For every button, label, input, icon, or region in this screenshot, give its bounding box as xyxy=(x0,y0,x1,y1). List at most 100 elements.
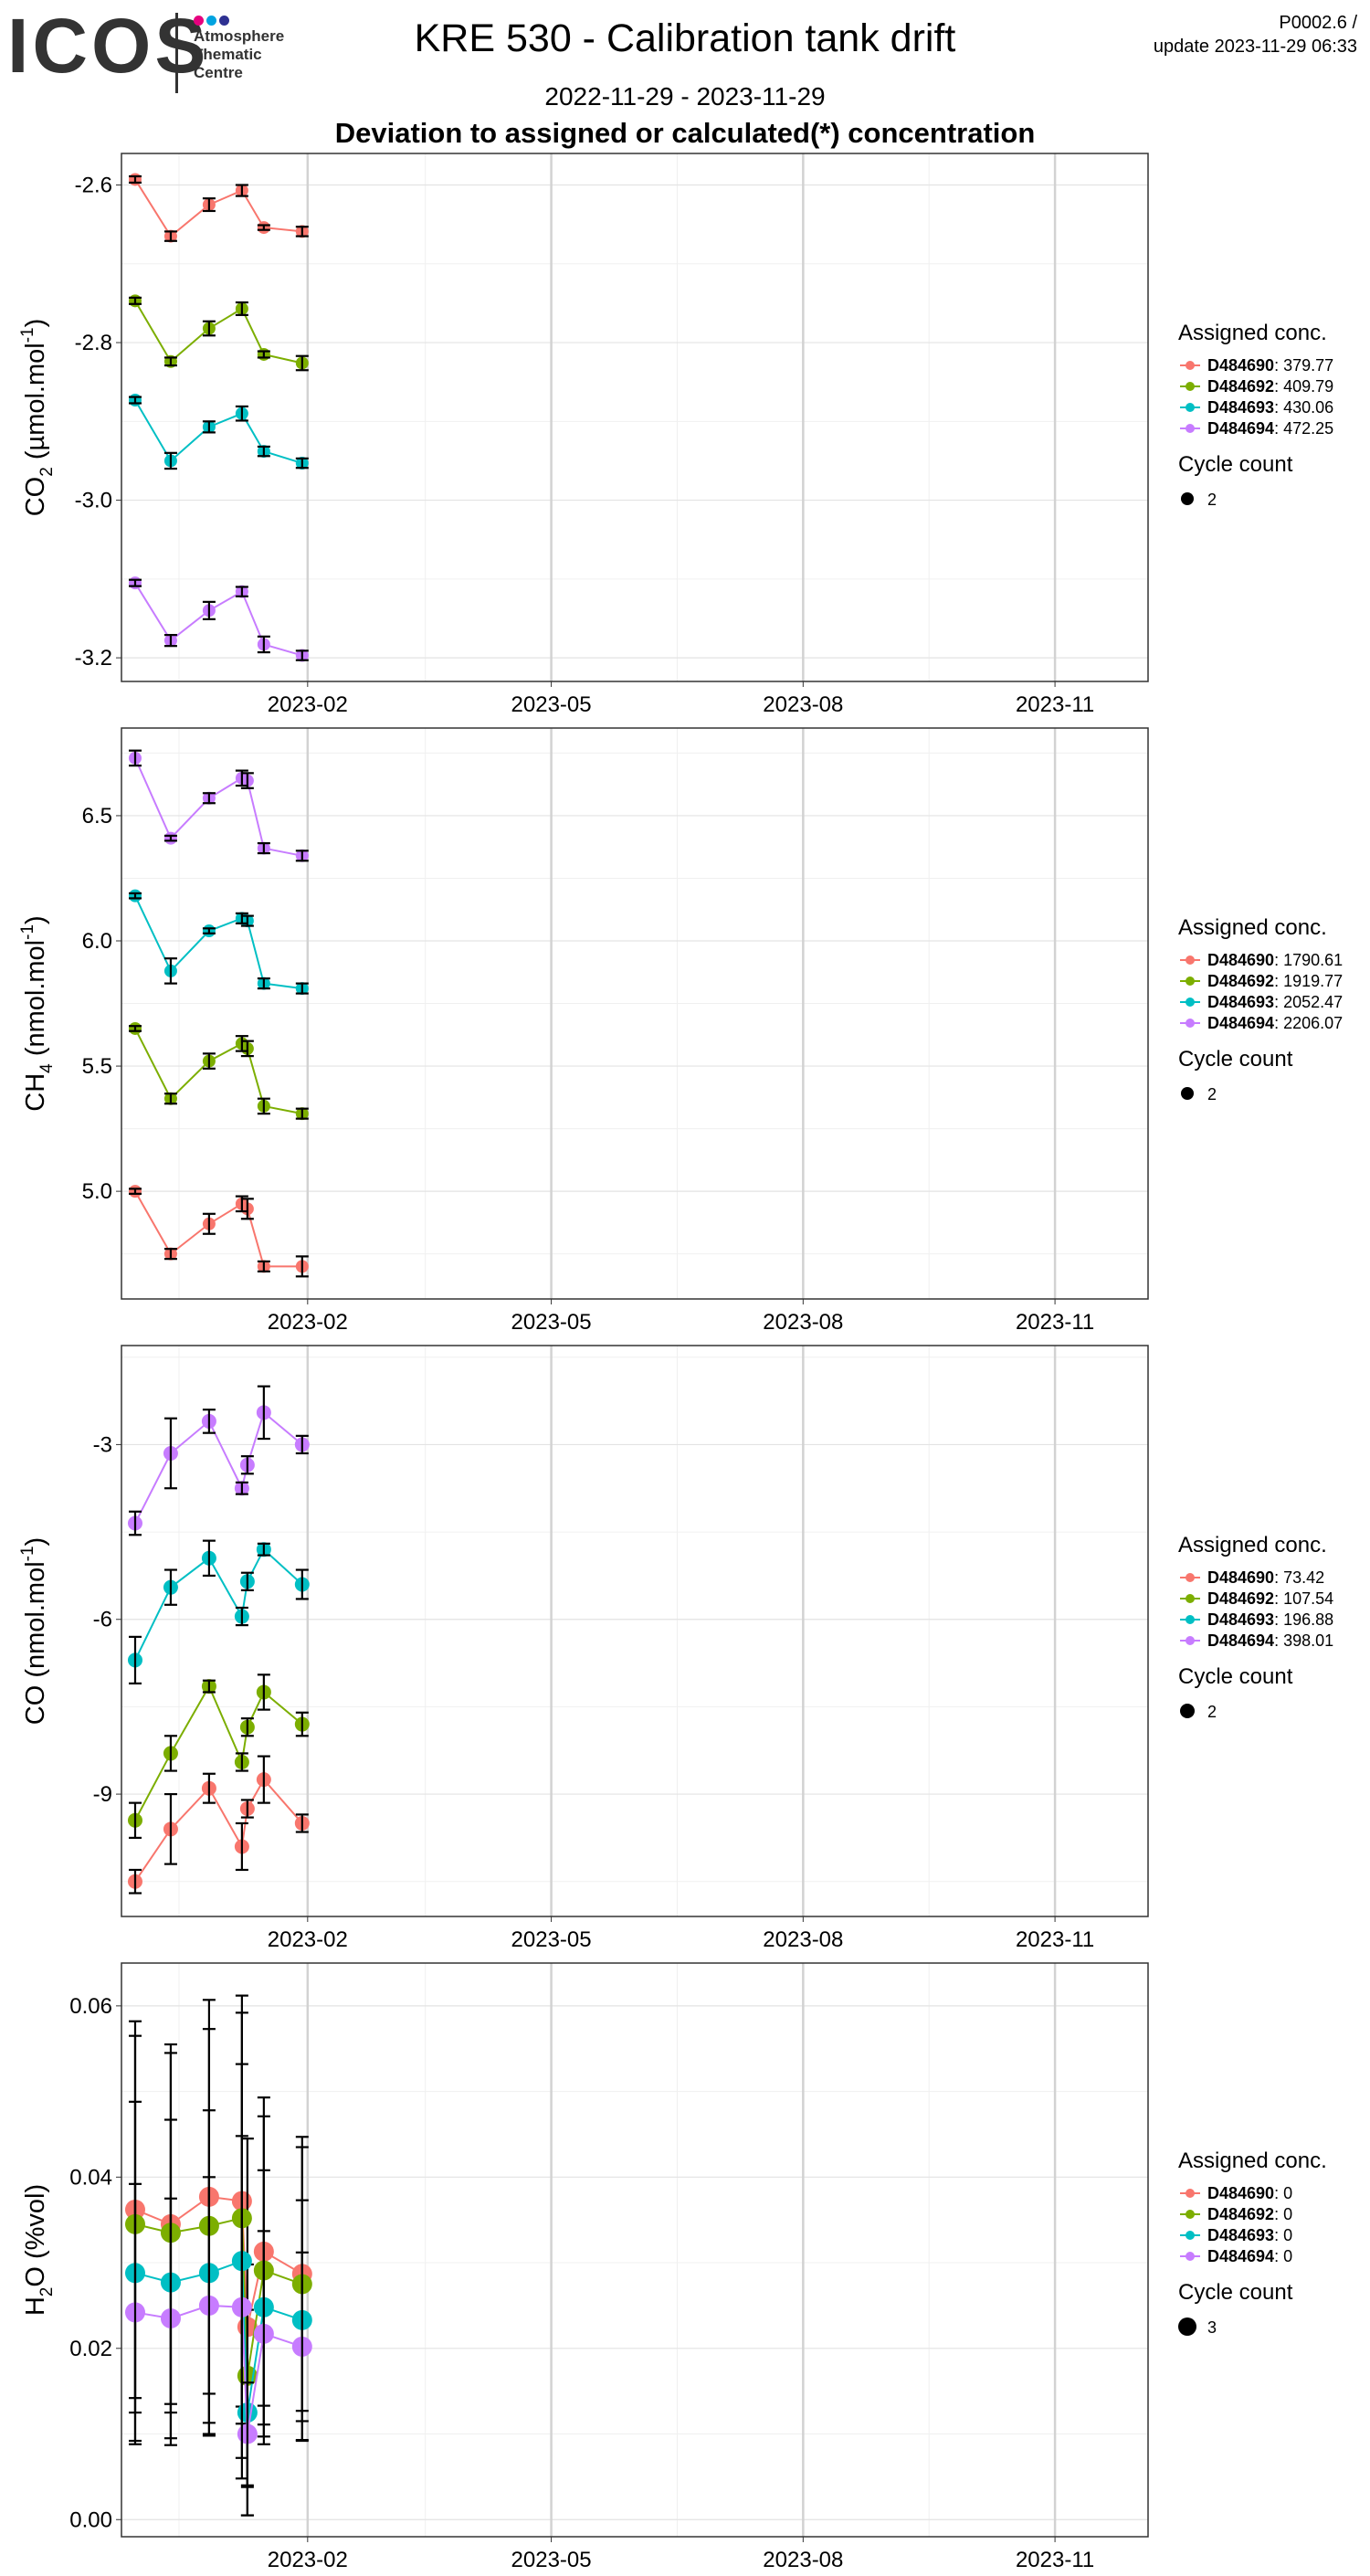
y-axis-label: H2O (%vol) xyxy=(21,2184,57,2316)
legend-item: D484690: 73.42 xyxy=(1207,1568,1324,1587)
legend-item: D484690: 379.77 xyxy=(1207,356,1333,375)
logo-dot-icon xyxy=(194,16,204,26)
legend-key-dot xyxy=(1186,403,1195,412)
plot-border xyxy=(121,1345,1149,1917)
x-tick-label: 2023-11 xyxy=(1016,692,1094,717)
logo-sub-line: Thematic xyxy=(194,46,262,63)
legend-key-dot xyxy=(1186,1594,1195,1603)
legend-item: D484693: 196.88 xyxy=(1207,1610,1333,1629)
legend-title: Assigned conc. xyxy=(1178,1533,1327,1557)
legend-item: D484693: 430.06 xyxy=(1207,398,1333,417)
y-tick-label: -2.6 xyxy=(75,174,112,198)
x-tick-label: 2023-05 xyxy=(511,1310,592,1335)
y-tick-label: 0.02 xyxy=(69,2337,112,2361)
x-tick-label: 2023-11 xyxy=(1016,2548,1094,2572)
x-tick-label: 2023-02 xyxy=(268,1927,348,1952)
y-tick-label: -6 xyxy=(93,1608,112,1632)
legend: Assigned conc. D484690: 1790.61 D484692: 1… xyxy=(1178,915,1343,1103)
x-tick-label: 2023-05 xyxy=(511,692,592,717)
plot-background xyxy=(121,1346,1148,1916)
logo-sub-line: Centre xyxy=(194,64,243,81)
page-title: KRE 530 - Calibration tank drift xyxy=(414,16,956,60)
y-tick-label: 6.5 xyxy=(82,804,112,829)
cycle-count-dot xyxy=(1181,1087,1194,1100)
legend-key-dot xyxy=(1186,1615,1195,1624)
legend: Assigned conc. D484690: 73.42 D484692: 107… xyxy=(1178,1533,1333,1721)
series-line-D484693 xyxy=(134,399,303,464)
plot-border xyxy=(121,727,1149,1300)
y-tick-label: 0.06 xyxy=(69,1994,112,2019)
legend-key-dot xyxy=(1186,2189,1195,2198)
cycle-count-title: Cycle count xyxy=(1178,2280,1293,2305)
y-tick-label: -2.8 xyxy=(75,331,112,355)
legend-key-dot xyxy=(1186,361,1195,370)
legend-item: D484690: 0 xyxy=(1207,2184,1292,2202)
chart-panel-4: 0.00 0.02 0.04 0.06 2023-02 2023-05 2023-08 202… xyxy=(21,1962,1327,2572)
legend-item: D484694: 398.01 xyxy=(1207,1631,1333,1650)
x-tick-label: 2023-02 xyxy=(268,692,348,717)
legend-key-dot xyxy=(1186,382,1195,391)
legend-item: D484693: 2052.47 xyxy=(1207,993,1343,1011)
legend-item: D484694: 472.25 xyxy=(1207,419,1333,438)
logo-dot-icon xyxy=(219,16,229,26)
legend-key-dot xyxy=(1186,955,1195,965)
series-line-D484694 xyxy=(134,582,303,657)
logo-dot-icon xyxy=(206,16,216,26)
cycle-count-dot xyxy=(1178,2317,1196,2336)
legend-item: D484692: 1919.77 xyxy=(1207,972,1343,990)
legend-key-dot xyxy=(1186,998,1195,1007)
x-tick-label: 2023-02 xyxy=(268,2548,348,2572)
version-label: P0002.6 / xyxy=(1279,13,1357,33)
y-tick-label: 5.5 xyxy=(82,1054,112,1079)
plot-background xyxy=(121,728,1148,1299)
icos-logo: ICOS xyxy=(7,3,210,89)
legend-key-dot xyxy=(1186,1636,1195,1645)
legend-item: D484692: 409.79 xyxy=(1207,377,1333,396)
plot-border xyxy=(121,153,1149,682)
x-tick-label: 2023-11 xyxy=(1016,1310,1094,1335)
logo-subtitle: Atmosphere Thematic Centre xyxy=(194,27,284,82)
cycle-count-dot xyxy=(1180,1704,1195,1718)
x-tick-label: 2023-11 xyxy=(1016,1927,1094,1952)
plot-border xyxy=(121,1962,1149,2538)
legend-item: D484692: 0 xyxy=(1207,2205,1292,2223)
legend: Assigned conc. D484690: 0 D484692: 0 D48469… xyxy=(1178,2148,1327,2337)
y-tick-label: -9 xyxy=(93,1782,112,1807)
legend-key-dot xyxy=(1186,2252,1195,2261)
logo-divider xyxy=(175,13,178,93)
legend-title: Assigned conc. xyxy=(1178,915,1327,940)
cycle-count-value: 2 xyxy=(1207,1085,1217,1103)
cycle-count-value: 2 xyxy=(1207,1703,1217,1721)
cycle-count-value: 2 xyxy=(1207,491,1217,509)
legend-key-dot xyxy=(1186,2210,1195,2219)
version-info: P0002.6 / update 2023-11-29 06:33 xyxy=(1154,11,1357,58)
plot-background xyxy=(121,1963,1148,2537)
data-layer xyxy=(128,173,309,662)
cycle-count-title: Cycle count xyxy=(1178,1047,1293,1072)
series-line-D484690 xyxy=(134,178,302,238)
x-tick-label: 2023-08 xyxy=(763,1310,843,1335)
data-layer xyxy=(128,749,309,1278)
legend-item: D484694: 0 xyxy=(1207,2247,1292,2265)
legend-key-dot xyxy=(1186,424,1195,433)
y-axis-label: CH4 (nmol.mol-1) xyxy=(18,915,57,1111)
chart-panel-3: -9 -6 -3 2023-02 2023-05 2023-08 2023-11 CO (nm… xyxy=(18,1345,1333,1952)
y-tick-label: 6.0 xyxy=(82,929,112,954)
y-tick-label: 5.0 xyxy=(82,1179,112,1204)
legend-key-dot xyxy=(1186,1019,1195,1028)
plot-background xyxy=(121,153,1148,681)
logo-sub-line: Atmosphere xyxy=(194,27,285,45)
cycle-count-title: Cycle count xyxy=(1178,452,1293,477)
legend-title: Assigned conc. xyxy=(1178,2148,1327,2173)
legend-item: D484694: 2206.07 xyxy=(1207,1014,1343,1032)
cycle-count-value: 3 xyxy=(1207,2318,1217,2337)
chart-panel-1: -3.2 -3.0 -2.8 -2.6 2023-02 2023-05 2023-08 202… xyxy=(18,153,1333,717)
legend-key-dot xyxy=(1186,2231,1195,2240)
y-tick-label: -3 xyxy=(93,1432,112,1457)
data-layer xyxy=(127,1385,310,1895)
x-tick-label: 2023-05 xyxy=(511,2548,592,2572)
legend: Assigned conc. D484690: 379.77 D484692: 40… xyxy=(1178,321,1333,509)
legend-title: Assigned conc. xyxy=(1178,321,1327,345)
y-axis-label: CO (nmol.mol-1) xyxy=(18,1537,50,1725)
